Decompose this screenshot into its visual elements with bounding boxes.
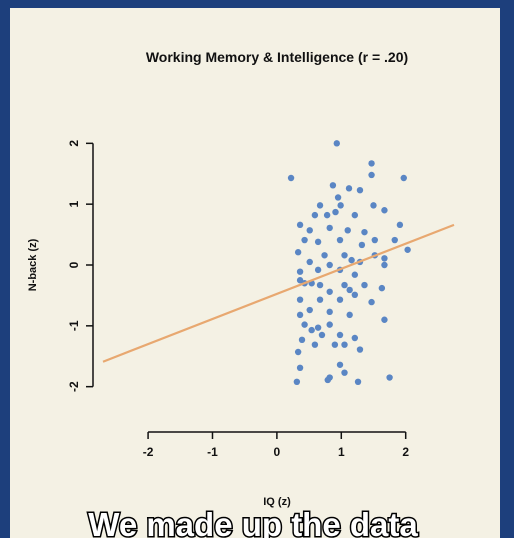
point [346,286,353,294]
point [318,331,326,339]
y-tick-label: -2 [67,381,81,392]
point [368,298,375,306]
point [308,326,315,334]
point [381,255,388,262]
point [321,252,328,259]
point [368,160,375,167]
point [326,224,333,232]
point [370,202,377,209]
point [334,194,342,201]
point [351,211,359,219]
point [326,261,333,269]
point [351,291,359,299]
point [306,258,313,266]
point [316,281,324,289]
point [381,316,388,323]
point [296,268,304,275]
point [358,241,366,249]
point [306,306,313,314]
x-axis-label: IQ (z) [263,496,291,508]
point [361,228,368,236]
point [316,296,324,303]
point [356,346,364,353]
point [301,236,308,244]
point [293,378,301,385]
x-tick-label: 2 [402,445,409,459]
point [294,348,302,356]
point [326,288,333,295]
point [336,236,344,244]
point [356,186,364,194]
point [301,321,308,328]
point [311,211,319,219]
point [371,236,378,244]
point [344,227,351,234]
point [341,341,348,348]
panel [10,8,500,538]
point [326,308,333,316]
point [296,277,304,284]
point [314,266,322,274]
point [341,281,348,289]
point [298,336,306,344]
point [368,171,375,179]
plot-area: -2 -1 0 1 2 -2 -1 0 1 2 [67,140,455,459]
point [314,324,322,331]
point [400,174,407,182]
point [296,221,304,229]
point [314,238,322,246]
point [296,364,304,372]
point [381,207,388,214]
point [351,334,359,342]
point [294,249,302,256]
point [311,341,319,348]
point [336,331,344,339]
point [333,140,340,147]
point [341,252,348,259]
x-tick-label: 0 [274,445,281,459]
point [337,202,344,209]
point [386,374,393,381]
point [331,341,339,348]
point [287,174,295,182]
point [296,296,304,303]
point [346,311,353,319]
point [351,271,359,278]
chart-title: Working Memory & Intelligence (r = .20) [146,49,408,65]
point [361,281,368,289]
point [296,311,304,319]
y-tick-label: 2 [67,140,81,147]
point [323,211,331,219]
y-tick-label: 1 [67,201,81,208]
point [404,246,411,253]
caption: We made up the data [88,506,418,538]
point [306,227,313,234]
point [336,361,344,368]
point [329,182,337,189]
point [381,261,388,269]
point [324,376,331,384]
point [354,378,362,385]
point [378,284,386,292]
y-tick-label: -1 [67,320,81,331]
point [341,369,348,376]
x-tick-label: -2 [143,445,154,459]
y-tick-label: 0 [67,261,81,268]
point [332,208,339,216]
point [336,296,344,303]
point [391,236,398,244]
trend-line [102,223,455,363]
point [316,202,324,209]
point [396,221,404,229]
x-tick-label: -1 [207,445,218,459]
point [326,321,333,328]
x-tick-label: 1 [338,445,345,459]
point [345,185,353,192]
y-axis-label: N-back (z) [27,238,39,291]
point [348,256,355,264]
